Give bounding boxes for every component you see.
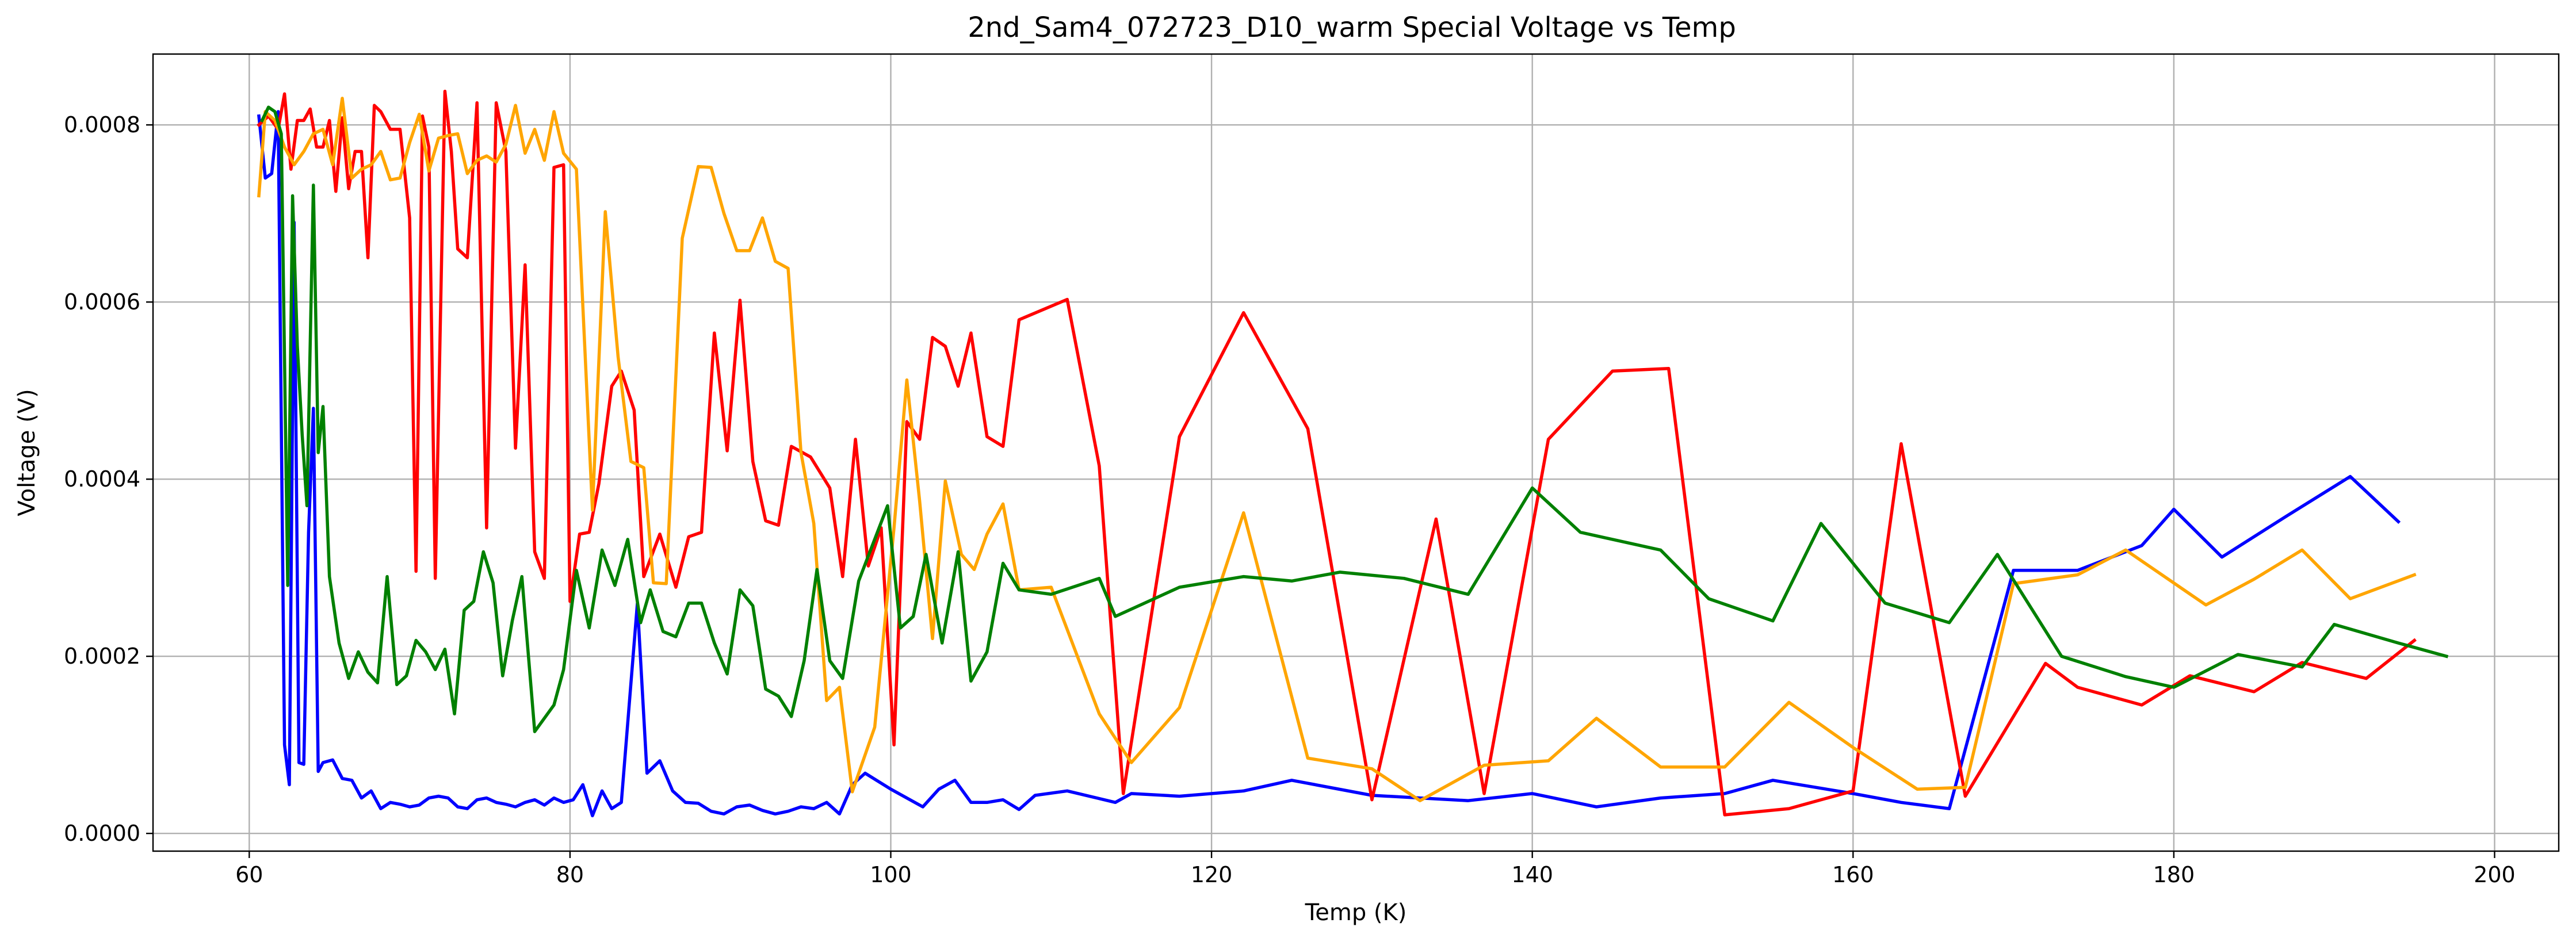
y-tick-label: 0.0004 [64,466,140,492]
series-line-1 [257,110,2401,818]
y-tick-label: 0.0006 [64,289,140,315]
x-tick-label: 100 [870,862,912,887]
x-tick-label: 200 [2474,862,2516,887]
y-axis-label: Voltage (V) [14,389,40,516]
x-tick-label: 60 [235,862,263,887]
x-axis-label: Temp (K) [1305,899,1407,926]
x-tick-label: 140 [1511,862,1553,887]
series-line-3 [257,97,2417,802]
plot-frame [152,53,2560,852]
y-tick-label: 0.0000 [64,821,140,846]
x-tick-label: 80 [556,862,584,887]
y-tick-label: 0.0002 [64,644,140,669]
grid-lines [153,54,2559,851]
series-line-2 [257,89,2417,817]
series-layer [257,89,2449,818]
x-tick-label: 180 [2153,862,2195,887]
chart-title: 2nd_Sam4_072723_D10_warm Special Voltage… [968,12,1736,44]
y-tick-label: 0.0008 [64,112,140,137]
x-tick-label: 160 [1832,862,1874,887]
series-line-4 [259,105,2449,733]
axis-ticks: 60 80 100 120 140 160 180 200 0.0000 0.0002 0.0004… [64,112,2516,887]
x-tick-label: 120 [1191,862,1233,887]
